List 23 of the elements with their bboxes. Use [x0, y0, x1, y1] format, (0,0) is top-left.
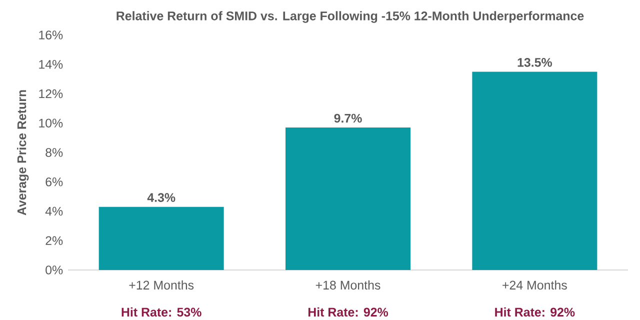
y-tick-label: 16% [39, 30, 63, 40]
text: Hit Rate: 92% [495, 307, 575, 317]
x-tick-label: +18 Months [316, 280, 380, 290]
y-tick-label: 2% [46, 236, 63, 245]
y-tick-label: 0% [46, 266, 63, 274]
x-tick-label: +24 Months [502, 280, 567, 290]
x-tick-label: +12 Months [129, 280, 194, 290]
bar [98, 206, 224, 270]
y-tick-label: 4% [45, 206, 63, 216]
y-tick-label: 12% [39, 89, 63, 98]
y-tick-label: 14% [39, 60, 63, 69]
text: Hit Rate: 53% [122, 307, 202, 317]
bar [472, 72, 598, 270]
y-tick-label: 8% [46, 148, 63, 157]
y-axis-title: Average Price Return [17, 90, 29, 216]
y-tick-label: 10% [39, 118, 63, 128]
y-tick-label: 6% [46, 177, 63, 186]
chart-title: Relative Return of SMID vs. Large Following -15% 12-Month Underperformance [116, 11, 584, 23]
data-label: 4.3% [147, 193, 176, 202]
bar [286, 128, 411, 270]
text: Hit Rate: 92% [308, 307, 388, 317]
data-label: 9.7% [334, 114, 362, 123]
data-label: 13.5% [518, 58, 552, 67]
